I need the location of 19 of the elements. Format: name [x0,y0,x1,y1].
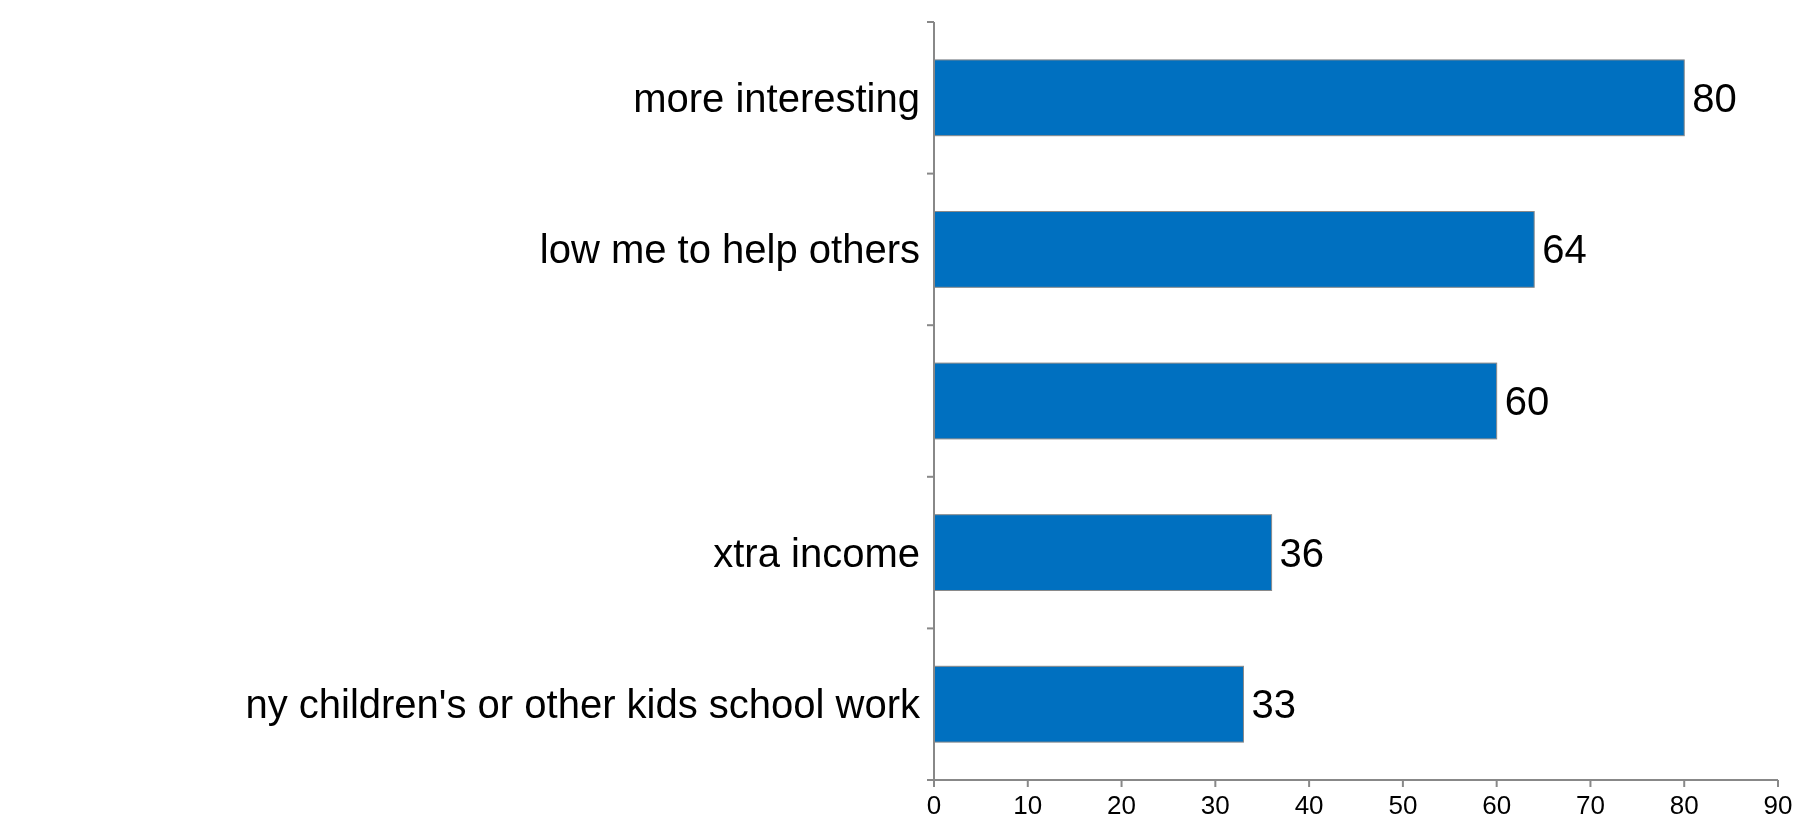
y-tick-label: more interesting [622,75,920,120]
x-tick-label: 50 [1388,790,1418,820]
x-tick-label: 20 [1107,790,1137,820]
data-label: 80 [1692,75,1737,120]
x-tick-label: 70 [1575,790,1605,820]
y-tick-label: ny children's or other kids school work [245,682,921,727]
x-tick-label: 80 [1669,790,1699,820]
x-tick-label: 10 [1013,790,1043,820]
x-tick-label: 60 [1482,790,1512,820]
data-label: 36 [1279,530,1325,575]
y-tick-label: xtra income [713,530,920,575]
y-tick-label: low me to help others [539,227,920,272]
x-tick-label: 30 [1200,790,1230,820]
x-tick-label: 90 [1763,790,1793,820]
data-label: 64 [1542,227,1587,272]
data-label: 33 [1251,682,1296,727]
data-label: 60 [1504,379,1550,423]
x-tick-label: 40 [1294,790,1324,820]
x-tick-label: 0 [926,790,942,820]
